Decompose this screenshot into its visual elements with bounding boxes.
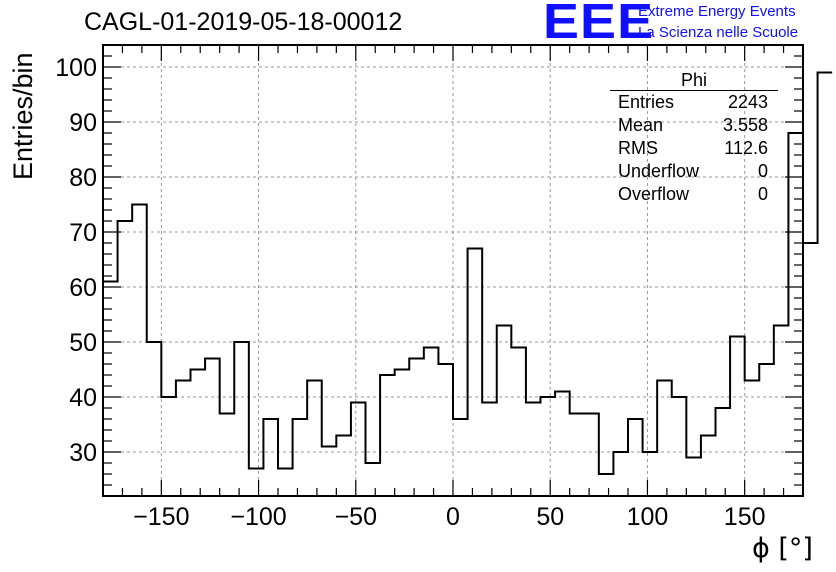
y-tick-label: 70 xyxy=(69,219,97,247)
y-tick-label: 50 xyxy=(69,329,97,357)
logo-line-2: La Scienza nelle Scuole xyxy=(638,24,799,41)
y-tick-label: 90 xyxy=(69,109,97,137)
histogram-outline xyxy=(103,71,833,475)
stats-box: Phi Entries 2243 Mean 3.558 RMS 112.6 Un… xyxy=(610,70,778,206)
y-tick-label: 40 xyxy=(69,384,97,412)
y-tick-label: 100 xyxy=(55,54,97,82)
x-tick-label: 50 xyxy=(536,503,564,531)
stat-row-underflow: Underflow 0 xyxy=(610,160,778,183)
stat-name: RMS xyxy=(618,138,658,158)
plot-frame xyxy=(102,44,804,497)
stat-value: 3.558 xyxy=(722,115,768,135)
stat-row-mean: Mean 3.558 xyxy=(610,114,778,137)
stat-name: Overflow xyxy=(618,184,690,204)
histogram-series xyxy=(103,71,833,475)
x-tick-label: −150 xyxy=(133,503,189,531)
axis-tick-labels: −150 −100 −50 0 50 100 150 30 40 50 60 70 80 90 100 xyxy=(55,54,765,531)
stat-name: Mean xyxy=(618,115,664,135)
stat-name: Underflow xyxy=(618,161,700,181)
x-tick-label: 150 xyxy=(724,503,766,531)
stat-value: 0 xyxy=(757,161,768,181)
stat-value: 112.6 xyxy=(724,138,768,158)
stat-value: 0 xyxy=(757,184,768,204)
x-tick-label: 0 xyxy=(446,503,460,531)
y-tick-label: 30 xyxy=(69,439,97,467)
chart-title: CAGL-01-2019-05-18-00012 xyxy=(84,8,403,36)
stats-title: Phi xyxy=(610,70,778,91)
stat-row-entries: Entries 2243 xyxy=(610,91,778,114)
logo-line-1: Extreme Energy Events xyxy=(638,3,796,20)
x-tick-label: −50 xyxy=(335,503,377,531)
axis-ticks xyxy=(102,44,804,497)
x-tick-label: −100 xyxy=(230,503,286,531)
stat-name: Entries xyxy=(618,92,675,112)
x-tick-label: 100 xyxy=(627,503,669,531)
x-axis-label: ϕ [°] xyxy=(752,533,813,564)
stat-value: 2243 xyxy=(727,92,768,112)
stat-row-rms: RMS 112.6 xyxy=(610,137,778,160)
y-tick-label: 60 xyxy=(69,274,97,302)
eee-logo: EEE xyxy=(543,0,655,49)
y-axis-label: Entries/bin xyxy=(8,52,38,180)
y-tick-label: 80 xyxy=(69,164,97,192)
stat-row-overflow: Overflow 0 xyxy=(610,183,778,206)
